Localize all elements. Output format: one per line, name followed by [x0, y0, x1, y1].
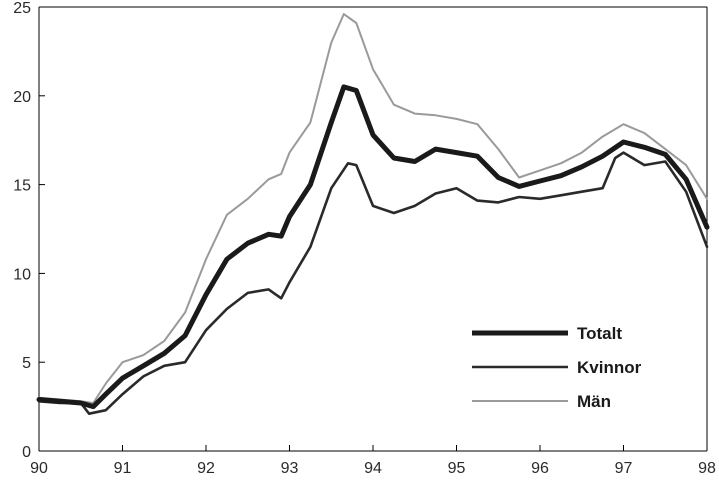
series-lines	[36, 13, 710, 415]
x-tick-label: 94	[364, 460, 382, 477]
legend-label-totalt: Totalt	[577, 324, 622, 343]
y-tick-label: 15	[13, 178, 31, 195]
x-tick-label: 98	[698, 460, 716, 477]
y-tick-label: 5	[22, 355, 31, 372]
x-tick-label: 95	[448, 460, 466, 477]
x-tick-label: 96	[531, 460, 549, 477]
legend-label-m-n: Män	[577, 392, 611, 411]
x-axis-ticks: 90 91 92 93 94 95 96 97 98	[30, 445, 716, 477]
y-tick-label: 10	[13, 266, 31, 283]
legend: Totalt Kvinnor Män	[472, 324, 642, 411]
x-tick-label: 97	[615, 460, 633, 477]
x-tick-label: 92	[197, 460, 215, 477]
series-line-totalt	[36, 84, 710, 410]
series-line-kvinnor	[37, 151, 709, 415]
y-tick-label: 25	[13, 0, 31, 17]
x-tick-label: 91	[114, 460, 132, 477]
plot-frame	[38, 6, 708, 452]
x-tick-label: 90	[30, 460, 48, 477]
y-tick-label: 0	[22, 444, 31, 461]
series-line-m-n	[38, 13, 708, 404]
legend-label-kvinnor: Kvinnor	[577, 358, 642, 377]
y-axis-ticks: 0 5 10 15 20 25	[13, 0, 45, 461]
y-tick-label: 20	[13, 89, 31, 106]
x-tick-label: 93	[281, 460, 299, 477]
